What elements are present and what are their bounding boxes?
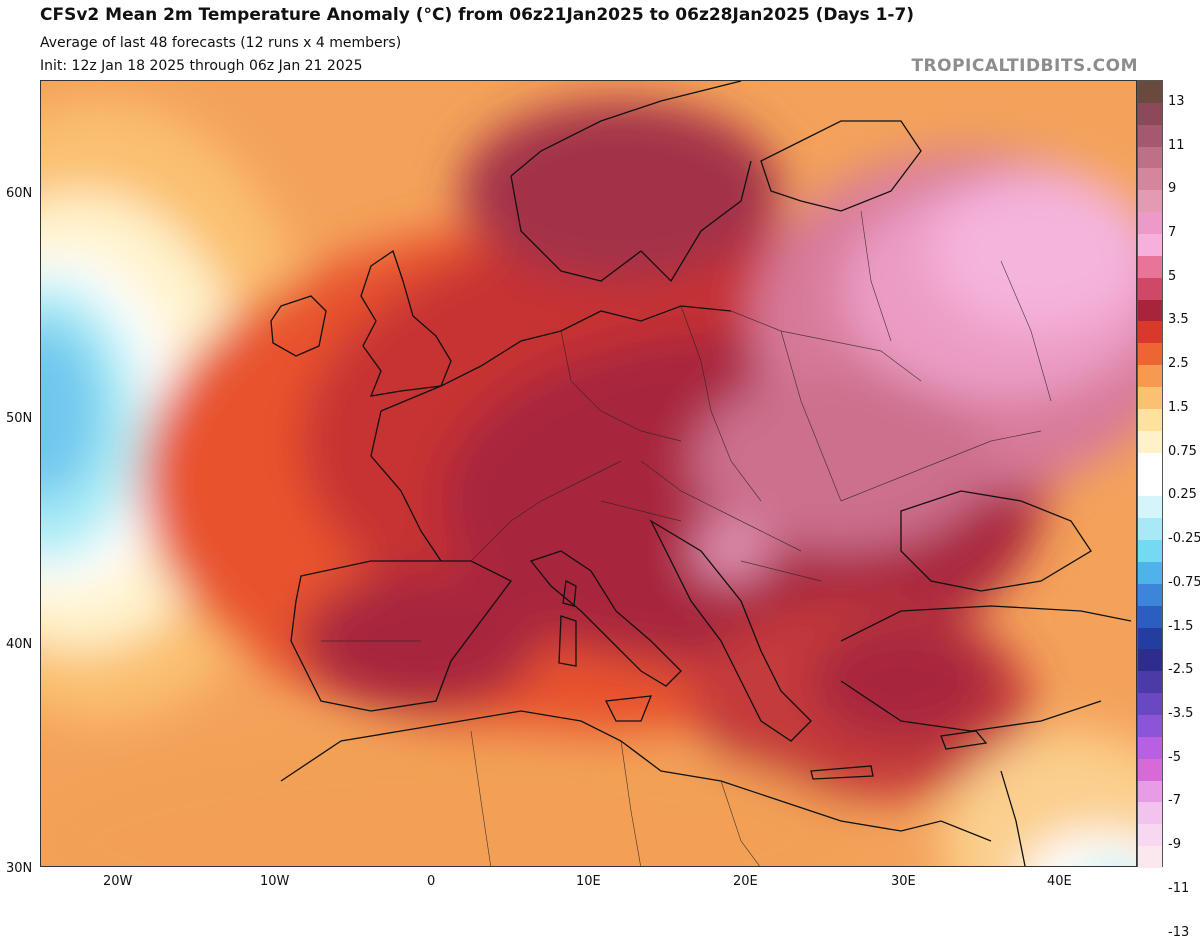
colorbar-segment — [1138, 693, 1162, 716]
colorbar-label: -3.5 — [1168, 705, 1194, 721]
colorbar-label: -11 — [1168, 880, 1190, 896]
lon-label-20e: 20E — [733, 874, 758, 889]
lon-label-0: 0 — [427, 874, 436, 889]
colorbar-segment — [1138, 496, 1162, 519]
colorbar-segment — [1138, 824, 1162, 847]
colorbar-label: -0.75 — [1168, 574, 1200, 590]
colorbar-segment — [1138, 255, 1162, 279]
colorbar-segment — [1138, 102, 1162, 126]
colorbar-segment — [1138, 474, 1162, 497]
colorbar-segment — [1138, 780, 1162, 803]
colorbar-segment — [1138, 605, 1162, 629]
colorbar-segment — [1138, 649, 1162, 672]
colorbar-segment — [1138, 212, 1162, 235]
subtitle-init-range: Init: 12z Jan 18 2025 through 06z Jan 21… — [40, 58, 363, 74]
colorbar-segment — [1138, 583, 1162, 607]
anomaly-shading — [41, 101, 1136, 866]
colorbar-label: -9 — [1168, 837, 1181, 853]
colorbar-segment — [1138, 627, 1162, 650]
colorbar-segment — [1138, 714, 1162, 738]
colorbar-label: 13 — [1168, 93, 1185, 109]
colorbar-segment — [1138, 168, 1162, 191]
colorbar-segment — [1138, 758, 1162, 782]
colorbar-label: -5 — [1168, 749, 1181, 765]
lat-label-30n: 30N — [6, 861, 33, 876]
lon-label-40e: 40E — [1047, 874, 1072, 889]
temperature-anomaly-map — [40, 80, 1137, 867]
colorbar-label: 0.75 — [1168, 443, 1197, 459]
colorbar-segment — [1138, 408, 1162, 432]
colorbar-label: 2.5 — [1168, 356, 1189, 372]
colorbar-label: -13 — [1168, 924, 1190, 940]
colorbar-segment — [1138, 343, 1162, 366]
colorbar-segment — [1138, 561, 1162, 585]
colorbar — [1137, 80, 1163, 869]
lon-label-30e: 30E — [891, 874, 916, 889]
lon-label-20w: 20W — [103, 874, 133, 889]
lat-label-50n: 50N — [6, 411, 33, 426]
colorbar-segment — [1138, 234, 1162, 257]
lat-label-60n: 60N — [6, 186, 33, 201]
colorbar-segment — [1138, 802, 1162, 825]
colorbar-segment — [1138, 321, 1162, 344]
lon-label-10w: 10W — [260, 874, 290, 889]
colorbar-segment — [1138, 540, 1162, 563]
colorbar-segment — [1138, 846, 1162, 869]
colorbar-segment — [1138, 387, 1162, 410]
colorbar-segment — [1138, 277, 1162, 301]
coastlines — [270, 81, 1132, 866]
colorbar-segment — [1138, 146, 1162, 169]
colorbar-segment — [1138, 671, 1162, 694]
colorbar-segment — [1138, 518, 1162, 541]
colorbar-label: -1.5 — [1168, 618, 1194, 634]
colorbar-segment — [1138, 452, 1162, 475]
colorbar-label: 7 — [1168, 225, 1177, 241]
source-credit: TROPICALTIDBITS.COM — [911, 56, 1138, 76]
country-borders — [321, 210, 1052, 866]
chart-title: CFSv2 Mean 2m Temperature Anomaly (°C) f… — [40, 5, 915, 25]
lat-label-40n: 40N — [6, 637, 33, 652]
colorbar-label: 5 — [1168, 268, 1177, 284]
colorbar-label: 3.5 — [1168, 312, 1189, 328]
colorbar-label: 1.5 — [1168, 399, 1189, 415]
colorbar-label: 9 — [1168, 181, 1177, 197]
map-canvas — [41, 81, 1136, 866]
colorbar-label: -0.25 — [1168, 531, 1200, 547]
colorbar-segment — [1138, 736, 1162, 760]
subtitle-forecast-count: Average of last 48 forecasts (12 runs x … — [40, 35, 402, 51]
colorbar-segment — [1138, 299, 1162, 322]
colorbar-label: 11 — [1168, 137, 1185, 153]
lon-label-10e: 10E — [576, 874, 601, 889]
colorbar-label: -7 — [1168, 793, 1181, 809]
colorbar-segment — [1138, 124, 1162, 148]
colorbar-segment — [1138, 365, 1162, 388]
colorbar-segment — [1138, 81, 1162, 104]
colorbar-segment — [1138, 430, 1162, 454]
colorbar-segment — [1138, 190, 1162, 213]
colorbar-label: -2.5 — [1168, 662, 1194, 678]
colorbar-label: 0.25 — [1168, 487, 1197, 503]
